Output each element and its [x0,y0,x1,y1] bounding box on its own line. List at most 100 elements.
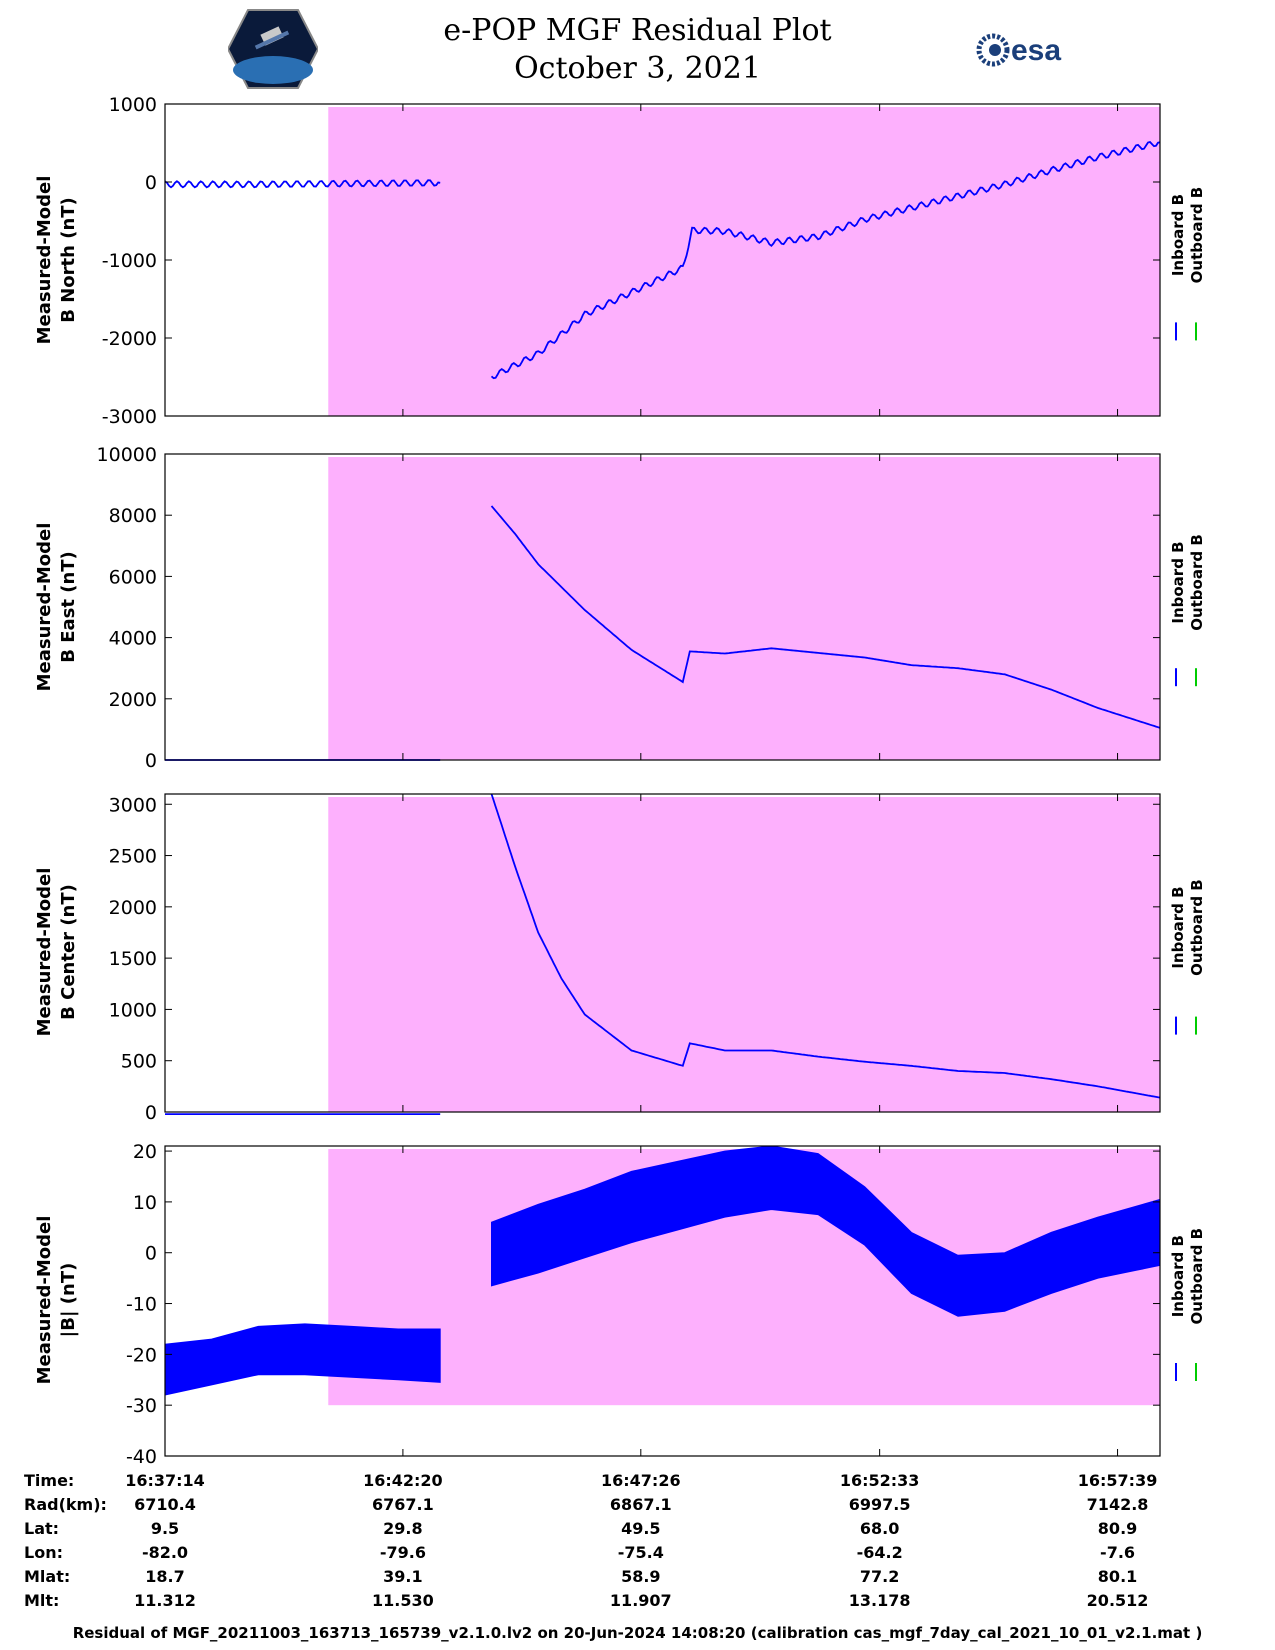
legend: Inboard B Outboard B [1169,879,1206,976]
y-tick-label: 1000 [109,999,157,1021]
table-cell: 20.512 [1087,1591,1149,1610]
y-tick-label: 2500 [109,846,157,868]
table-cell: 39.1 [383,1567,422,1586]
y-label-line-1: Measured-Model [34,523,55,692]
legend-outboard-label: Outboard B [1188,534,1206,631]
y-label-line-1: Measured-Model [34,1216,55,1385]
table-row-label: Mlt: [24,1591,59,1610]
y-tick-label: -1000 [102,250,157,272]
table-row-label: Time: [24,1471,74,1490]
table-cell: 29.8 [383,1519,422,1538]
panel-1: 1000 0 -1000 -2000 -3000 Measured-Model B Nort… [34,94,1206,428]
table-cell: -7.6 [1100,1543,1135,1562]
table-cell: 6867.1 [610,1495,672,1514]
table-cell: 6710.4 [134,1495,196,1514]
table-row-label: Rad(km): [24,1495,107,1514]
y-axis-label: Measured-Model B East (nT) [34,523,79,692]
legend: Inboard B Outboard B [1169,534,1206,631]
ephemeris-table: Time: Rad(km): Lat: Lon: Mlat: Mlt: 16:37:14 67… [24,1471,1157,1610]
y-tick-label: 4000 [109,628,157,650]
table-cell: 18.7 [145,1567,184,1586]
inboard-b-band [164,1323,441,1396]
table-cell: 58.9 [621,1567,660,1586]
table-cell: 11.530 [372,1591,434,1610]
table-cell: 16:37:14 [125,1471,205,1490]
esa-logo-text: esa [1011,34,1061,67]
y-tick-label: 20 [133,1141,157,1163]
y-tick-label: -30 [126,1395,157,1417]
y-label-line-2: B East (nT) [58,551,79,663]
table-row-label: Lat: [24,1519,59,1538]
table-cell: 9.5 [151,1519,179,1538]
y-tick-label: 3000 [109,794,157,816]
y-tick-label: -3000 [102,406,157,428]
legend-inboard-label: Inboard B [1169,194,1187,276]
axes-frame [164,793,1161,1113]
shaded-region [328,457,1160,760]
table-cell: -82.0 [142,1543,188,1562]
y-label-line-1: Measured-Model [34,868,55,1037]
y-tick-label: 0 [145,1102,157,1124]
y-tick-label: 6000 [109,566,157,588]
y-tick-label: 2000 [109,897,157,919]
shaded-region [328,107,1160,416]
footer-caption: Residual of MGF_20211003_163713_165739_v… [72,1624,1203,1642]
y-tick-label: 10000 [97,444,157,466]
y-tick-label: -2000 [102,328,157,350]
y-tick-label: -20 [126,1344,157,1366]
table-cell: 6767.1 [372,1495,434,1514]
legend-outboard-label: Outboard B [1188,879,1206,976]
legend-outboard-label: Outboard B [1188,1228,1206,1325]
table-cell: -75.4 [618,1543,664,1562]
axes-frame [164,453,1161,761]
y-axis-label: Measured-Model |B| (nT) [34,1216,79,1385]
y-label-line-1: Measured-Model [34,176,55,345]
table-cell: 6997.5 [849,1495,911,1514]
table-cell: 11.312 [134,1591,196,1610]
table-row-label: Mlat: [24,1567,70,1586]
table-cell: -64.2 [857,1543,903,1562]
legend: Inboard B Outboard B [1169,1228,1206,1325]
table-cell: 49.5 [621,1519,660,1538]
table-cell: 16:42:20 [363,1471,443,1490]
y-tick-label: -40 [126,1446,157,1468]
y-tick-label: 0 [145,172,157,194]
table-cell: -79.6 [380,1543,426,1562]
inboard-b-line [164,179,441,189]
table-cell: 80.9 [1098,1519,1137,1538]
inboard-b-line [490,140,1161,380]
table-cell: 13.178 [849,1591,911,1610]
shaded-region [328,797,1160,1112]
y-tick-label: 10 [133,1192,157,1214]
title-line-2: October 3, 2021 [514,51,761,86]
y-tick-label: 1000 [109,94,157,116]
y-label-line-2: B Center (nT) [58,884,79,1020]
y-tick-label: 8000 [109,505,157,527]
cassiope-logo [228,9,318,89]
axes-frame [164,1145,1161,1457]
table-cell: 77.2 [860,1567,899,1586]
panel-4: 20 10 0 -10 -20 -30 -40 Measured-Model |B| (nT) I… [34,1141,1206,1468]
table-cell: 16:57:39 [1078,1471,1158,1490]
table-cell: 16:47:26 [601,1471,681,1490]
esa-logo: esa [976,33,1061,67]
legend-inboard-label: Inboard B [1169,541,1187,623]
y-label-line-2: B North (nT) [58,197,79,323]
y-tick-label: 0 [145,1243,157,1265]
y-axis-label: Measured-Model B North (nT) [34,176,79,345]
y-tick-label: -10 [126,1294,157,1316]
table-row-label: Lon: [24,1543,63,1562]
y-tick-label: 1500 [109,948,157,970]
table-cell: 7142.8 [1087,1495,1149,1514]
panel-3: 3000 2500 2000 1500 1000 500 0 Measured-Model B … [34,793,1206,1124]
table-cell: 16:52:33 [840,1471,920,1490]
table-cell: 11.907 [610,1591,672,1610]
panel-2: 10000 8000 6000 4000 2000 0 Measured-Model B Ea… [34,444,1206,772]
y-tick-label: 500 [121,1051,157,1073]
inboard-b-line [490,793,1161,1099]
legend-inboard-label: Inboard B [1169,886,1187,968]
inboard-b-line [490,505,1161,729]
table-cell: 80.1 [1098,1567,1137,1586]
y-axis-label: Measured-Model B Center (nT) [34,868,79,1037]
